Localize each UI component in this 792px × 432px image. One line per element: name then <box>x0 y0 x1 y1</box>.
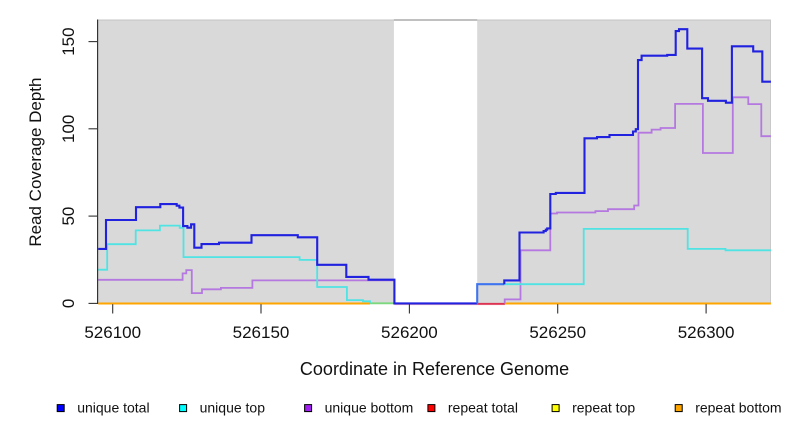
svg-text:100: 100 <box>59 115 78 143</box>
svg-text:repeat top: repeat top <box>572 400 635 416</box>
svg-text:526100: 526100 <box>84 323 141 342</box>
svg-text:526250: 526250 <box>529 323 586 342</box>
svg-text:repeat total: repeat total <box>448 400 518 416</box>
svg-text:526150: 526150 <box>233 323 290 342</box>
svg-text:150: 150 <box>59 27 78 55</box>
svg-text:Coordinate in Reference Genome: Coordinate in Reference Genome <box>300 359 569 379</box>
svg-text:Read Coverage Depth: Read Coverage Depth <box>26 78 45 247</box>
svg-text:unique bottom: unique bottom <box>325 400 414 416</box>
svg-text:unique total: unique total <box>77 400 149 416</box>
svg-text:0: 0 <box>59 299 78 308</box>
svg-text:unique top: unique top <box>200 400 266 416</box>
svg-text:50: 50 <box>59 207 78 226</box>
svg-text:repeat bottom: repeat bottom <box>695 400 781 416</box>
svg-text:526300: 526300 <box>678 323 735 342</box>
svg-text:526200: 526200 <box>381 323 438 342</box>
